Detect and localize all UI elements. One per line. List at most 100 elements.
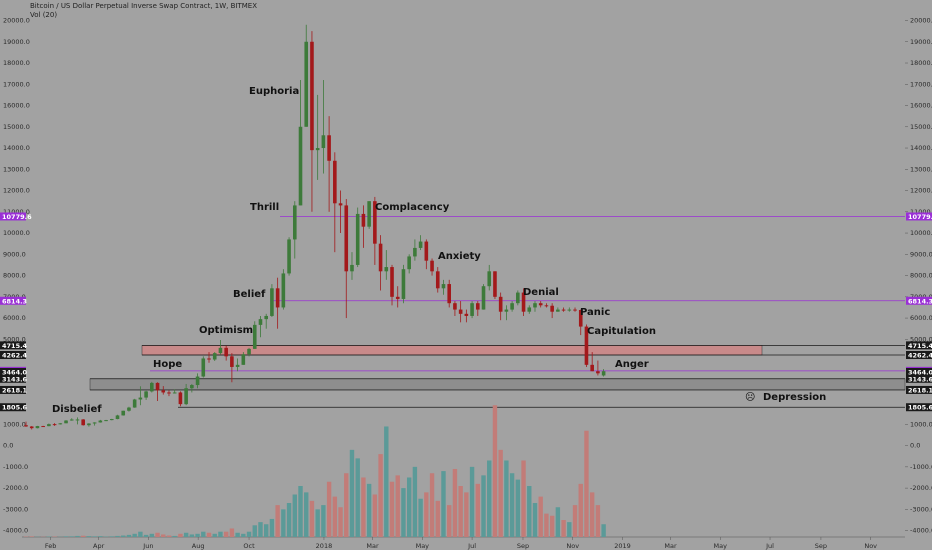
y-tick-label: -2000.0	[3, 484, 28, 492]
x-tick-label: 2019	[614, 542, 631, 550]
candle-body	[533, 303, 537, 308]
volume-bar	[321, 505, 326, 537]
y-tick-label: 13000.0	[3, 165, 30, 173]
chart-title: Bitcoin / US Dollar Perpetual Inverse Sw…	[30, 2, 257, 10]
volume-bar	[172, 535, 177, 537]
volume-bar	[555, 507, 561, 537]
candle-body	[441, 284, 446, 289]
candle-body	[24, 425, 28, 427]
x-tick-label: Sep	[517, 542, 529, 550]
candle-body	[573, 309, 577, 311]
candle-body	[544, 305, 549, 307]
volume-bar	[492, 405, 498, 537]
volume-bar	[429, 473, 435, 537]
volume-bar	[412, 466, 418, 537]
candle-body	[292, 205, 297, 240]
volume-bar	[578, 483, 583, 537]
candle-body	[109, 419, 114, 421]
candle-body	[367, 201, 371, 227]
candle-body	[47, 424, 51, 427]
x-tick-label: Nov	[864, 542, 877, 550]
candle-body	[29, 426, 34, 429]
volume-bar	[212, 533, 217, 537]
candle-body	[601, 371, 606, 376]
volume-bar	[166, 535, 172, 537]
y-tick-label: 15000.0	[910, 123, 932, 131]
volume-bar	[246, 531, 252, 537]
volume-bar	[326, 481, 332, 537]
volume-bar	[115, 535, 120, 537]
candle-body	[424, 241, 429, 261]
candle-body	[104, 420, 108, 422]
volume-bar	[263, 524, 269, 537]
candle-body	[521, 292, 526, 312]
volume-bar	[435, 500, 440, 537]
x-tick-label: Mar	[366, 542, 379, 550]
level-label-box	[0, 385, 26, 394]
volume-bar	[98, 536, 103, 537]
annotation: Panic	[580, 307, 610, 318]
x-tick-label: Feb	[45, 542, 57, 550]
level-label-box	[906, 212, 932, 221]
x-tick-label: Jul	[765, 542, 774, 550]
candle-body	[161, 390, 166, 393]
level-label-box	[906, 374, 932, 383]
candle-body	[115, 415, 120, 420]
zone	[89, 378, 906, 391]
volume-bar	[544, 513, 549, 537]
candle-body	[390, 267, 394, 297]
volume-bar	[183, 532, 189, 537]
level-label: 4715.4	[2, 342, 28, 350]
level-label: 4262.4	[908, 352, 932, 360]
y-tick-label: 18000.0	[3, 59, 30, 67]
x-tick-label: Apr	[93, 542, 105, 550]
y-tick-label: 5000.0	[910, 335, 932, 343]
level-label-box	[906, 367, 932, 376]
candle-body	[556, 309, 560, 312]
annotation: Belief	[233, 289, 266, 300]
candle-body	[590, 364, 594, 372]
volume-bar	[132, 533, 137, 537]
x-tick-label: Jul	[467, 542, 476, 550]
candle-body	[493, 271, 497, 297]
y-tick-label: 12000.0	[3, 187, 30, 195]
volume-bar	[504, 460, 509, 537]
volume-bar	[281, 509, 286, 537]
volume-bar	[487, 460, 492, 537]
level-label-box	[906, 351, 932, 360]
volume-bar	[161, 534, 166, 537]
candle-body	[298, 126, 303, 206]
y-tick-label: 11000.0	[3, 208, 30, 216]
y-tick-label: 18000.0	[910, 59, 932, 67]
volume-bar	[229, 528, 235, 537]
volume-bar	[424, 492, 429, 537]
level-label-box	[906, 403, 932, 412]
volume-bar	[464, 492, 469, 537]
candle-body	[527, 307, 532, 312]
annotation: Anxiety	[438, 251, 481, 262]
candle-body	[207, 358, 211, 360]
candle-body	[378, 243, 383, 272]
volume-bar	[315, 509, 320, 537]
candle-body	[35, 426, 40, 429]
y-tick-label: 1000.0	[910, 420, 932, 428]
volume-bar	[538, 496, 543, 537]
candle-body	[81, 419, 85, 426]
y-tick-label: 0.0	[3, 442, 13, 450]
candle-body	[264, 315, 268, 320]
volume-bar	[361, 477, 366, 537]
level-label: 6814.3	[2, 297, 27, 305]
candle-body	[561, 309, 566, 311]
volume-bar	[241, 533, 246, 537]
candle-body	[435, 271, 440, 289]
level-label-box	[0, 374, 26, 383]
candle-body	[52, 424, 57, 426]
y-tick-label: 6000.0	[3, 314, 26, 322]
volume-bar	[149, 533, 155, 537]
candle-body	[395, 296, 400, 299]
candle-body	[596, 371, 600, 374]
volume-bar	[304, 492, 309, 537]
candle-body	[230, 356, 234, 367]
candle-body	[470, 303, 474, 316]
volume-bar	[441, 471, 446, 537]
